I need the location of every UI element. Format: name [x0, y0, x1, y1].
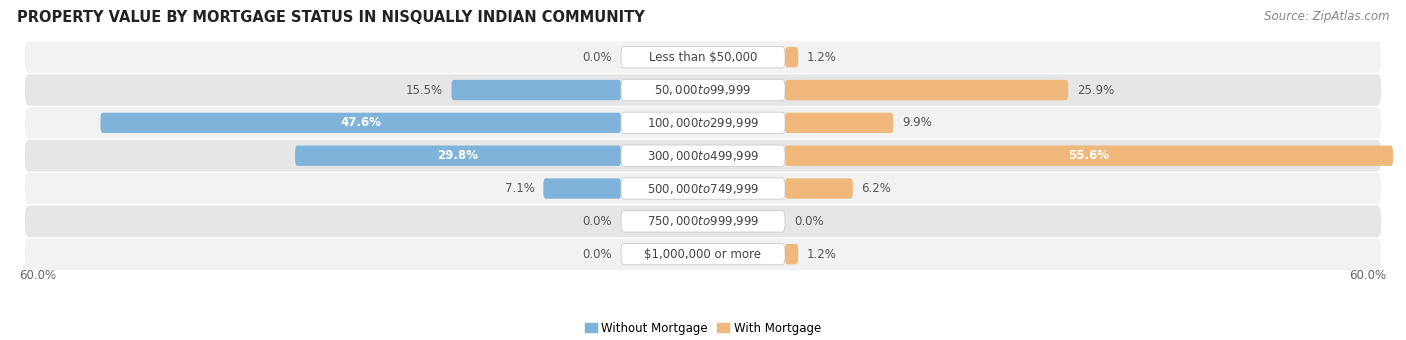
Text: 9.9%: 9.9%: [903, 116, 932, 129]
FancyBboxPatch shape: [785, 47, 799, 67]
FancyBboxPatch shape: [25, 173, 1381, 204]
Text: 60.0%: 60.0%: [1350, 269, 1386, 282]
FancyBboxPatch shape: [785, 146, 1393, 166]
FancyBboxPatch shape: [25, 107, 1381, 139]
Text: $100,000 to $299,999: $100,000 to $299,999: [647, 116, 759, 130]
Text: 60.0%: 60.0%: [20, 269, 56, 282]
Text: 29.8%: 29.8%: [437, 149, 478, 162]
FancyBboxPatch shape: [621, 145, 785, 166]
Text: 25.9%: 25.9%: [1077, 84, 1114, 97]
Text: Less than $50,000: Less than $50,000: [648, 51, 758, 64]
Text: 1.2%: 1.2%: [807, 248, 837, 261]
FancyBboxPatch shape: [785, 80, 1069, 100]
FancyBboxPatch shape: [100, 113, 621, 133]
FancyBboxPatch shape: [543, 178, 621, 199]
FancyBboxPatch shape: [295, 146, 621, 166]
Text: 0.0%: 0.0%: [794, 215, 824, 228]
FancyBboxPatch shape: [621, 79, 785, 101]
Text: $500,000 to $749,999: $500,000 to $749,999: [647, 182, 759, 195]
Text: 0.0%: 0.0%: [582, 215, 612, 228]
FancyBboxPatch shape: [785, 244, 799, 265]
Text: 0.0%: 0.0%: [582, 248, 612, 261]
FancyBboxPatch shape: [785, 113, 893, 133]
FancyBboxPatch shape: [621, 112, 785, 134]
Text: 0.0%: 0.0%: [582, 51, 612, 64]
Text: 6.2%: 6.2%: [862, 182, 891, 195]
Text: 47.6%: 47.6%: [340, 116, 381, 129]
FancyBboxPatch shape: [621, 243, 785, 265]
FancyBboxPatch shape: [25, 41, 1381, 73]
FancyBboxPatch shape: [25, 238, 1381, 270]
Text: $1,000,000 or more: $1,000,000 or more: [644, 248, 762, 261]
FancyBboxPatch shape: [785, 178, 853, 199]
FancyBboxPatch shape: [621, 178, 785, 199]
Text: $750,000 to $999,999: $750,000 to $999,999: [647, 214, 759, 228]
FancyBboxPatch shape: [621, 211, 785, 232]
Text: 15.5%: 15.5%: [405, 84, 443, 97]
FancyBboxPatch shape: [621, 47, 785, 68]
Text: $50,000 to $99,999: $50,000 to $99,999: [654, 83, 752, 97]
FancyBboxPatch shape: [25, 140, 1381, 171]
Legend: Without Mortgage, With Mortgage: Without Mortgage, With Mortgage: [581, 317, 825, 340]
Text: $300,000 to $499,999: $300,000 to $499,999: [647, 149, 759, 163]
FancyBboxPatch shape: [451, 80, 621, 100]
Text: Source: ZipAtlas.com: Source: ZipAtlas.com: [1264, 10, 1389, 23]
Text: 55.6%: 55.6%: [1069, 149, 1109, 162]
FancyBboxPatch shape: [25, 74, 1381, 106]
Text: 7.1%: 7.1%: [505, 182, 534, 195]
FancyBboxPatch shape: [25, 206, 1381, 237]
Text: 1.2%: 1.2%: [807, 51, 837, 64]
Text: PROPERTY VALUE BY MORTGAGE STATUS IN NISQUALLY INDIAN COMMUNITY: PROPERTY VALUE BY MORTGAGE STATUS IN NIS…: [17, 10, 644, 25]
